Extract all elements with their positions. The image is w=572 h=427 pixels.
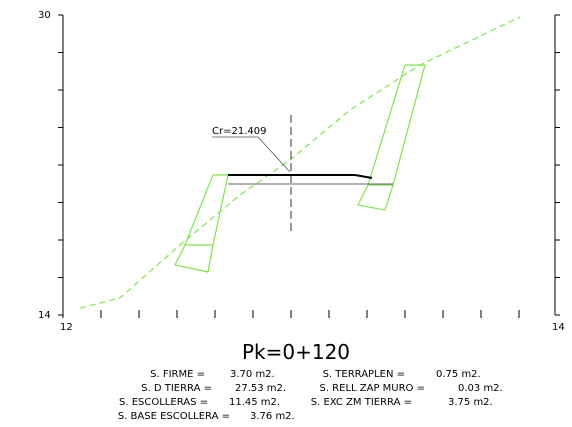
area-value: 0.75 m2. bbox=[436, 369, 481, 380]
section-title: Pk=0+120 bbox=[242, 340, 350, 364]
area-label: S. TERRAPLEN = bbox=[323, 369, 405, 380]
road-surface bbox=[228, 174, 373, 179]
area-label: S. EXC ZM TIERRA = bbox=[311, 397, 412, 408]
areas: S. FIRME = 3.70 m2. S. TERRAPLEN = 0.75 … bbox=[118, 369, 503, 422]
area-label: S. RELL ZAP MURO = bbox=[319, 383, 425, 394]
terrain-line bbox=[79, 16, 521, 309]
area-label: S. BASE ESCOLLERA = bbox=[118, 411, 230, 422]
axis-label: 30 bbox=[38, 10, 51, 21]
right-wall bbox=[357, 64, 426, 211]
left-wall bbox=[184, 174, 214, 246]
area-value: 3.76 m2. bbox=[250, 411, 295, 422]
axes bbox=[58, 14, 560, 318]
area-value: 27.53 m2. bbox=[235, 383, 286, 394]
area-value: 11.45 m2. bbox=[229, 397, 280, 408]
left-wall bbox=[174, 174, 229, 273]
axis-label: 12 bbox=[60, 322, 73, 333]
area-value: 0.03 m2. bbox=[458, 383, 503, 394]
right-wall bbox=[367, 64, 406, 186]
area-label: S. FIRME = bbox=[150, 369, 205, 380]
area-value: 3.75 m2. bbox=[448, 397, 493, 408]
area-value: 3.70 m2. bbox=[230, 369, 275, 380]
leader-line bbox=[212, 136, 291, 173]
area-label: S. D TIERRA = bbox=[141, 383, 212, 394]
annotation: Cr=21.409 bbox=[212, 126, 266, 137]
axis-label: 14 bbox=[552, 322, 565, 333]
axis-label: 14 bbox=[38, 310, 51, 321]
area-label: S. ESCOLLERAS = bbox=[119, 397, 208, 408]
